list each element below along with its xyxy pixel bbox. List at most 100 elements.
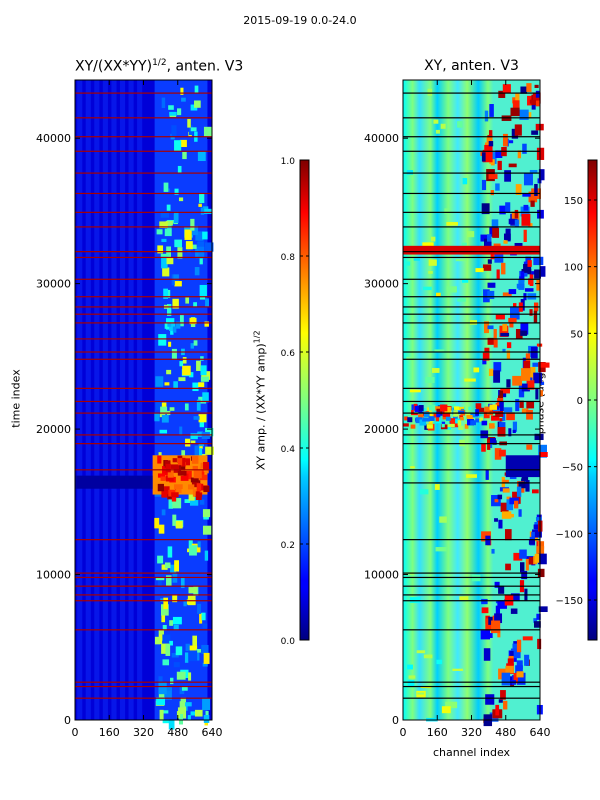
amplitude-cell: [195, 246, 205, 259]
amplitude-cell: [158, 676, 163, 682]
phase-cell: [513, 303, 517, 307]
amplitude-cell: [164, 562, 171, 569]
amplitude-cell: [159, 709, 164, 720]
phase-cell: [457, 121, 463, 128]
phase-cell: [494, 448, 502, 460]
amplitude-cell: [188, 587, 198, 594]
phase-cell: [493, 362, 502, 372]
noisy-cell: [465, 405, 469, 413]
phase-cell: [510, 648, 521, 659]
amplitude-cell: [179, 139, 187, 148]
phase-cell: [538, 169, 545, 181]
x-tick-label: 320: [133, 726, 154, 739]
flagged-row: [403, 482, 540, 484]
y-tick-label: 0: [392, 714, 399, 727]
amplitude-cell: [165, 475, 174, 482]
phase-cell: [498, 699, 503, 703]
phase-cell: [514, 124, 522, 136]
amplitude-cell: [198, 203, 202, 207]
phase-cell: [458, 425, 464, 430]
phase-cell: [494, 253, 504, 263]
flagged-row: [403, 226, 540, 228]
amplitude-cell: [161, 643, 170, 654]
amplitude-cell: [198, 443, 204, 447]
phase-cell: [436, 292, 441, 298]
amplitude-cell: [181, 686, 188, 691]
phase-cell: [539, 266, 546, 277]
phase-cell: [535, 100, 541, 107]
flagged-row: [403, 117, 540, 119]
amplitude-cell: [201, 612, 206, 621]
phase-cell: [515, 399, 520, 412]
phase-cell: [500, 388, 510, 394]
amplitude-cell: [164, 382, 170, 386]
amplitude-cell: [188, 484, 195, 490]
noisy-cell: [476, 407, 485, 413]
phase-cell: [494, 581, 500, 588]
amplitude-cell: [194, 445, 202, 456]
phase-cell: [466, 474, 477, 478]
amplitude-cell: [182, 365, 191, 376]
phase-cell: [481, 179, 487, 191]
amplitude-cell: [194, 100, 201, 108]
phase-cell: [409, 597, 421, 603]
phase-cell: [496, 269, 500, 279]
phase-cell: [484, 144, 493, 154]
amplitude-cell: [162, 624, 167, 631]
phase-cell: [521, 570, 528, 580]
amplitude-cell: [175, 646, 183, 656]
phase-cell: [539, 381, 545, 385]
amplitude-cell: [161, 97, 166, 109]
amplitude-cell: [199, 258, 203, 265]
amplitude-cell: [172, 594, 178, 603]
amplitude-cell: [168, 341, 172, 347]
amplitude-cell: [203, 126, 213, 137]
phase-cell: [519, 549, 527, 559]
amplitude-cell: [185, 458, 190, 466]
phase-cell: [433, 119, 439, 124]
panel-amplitude-heatmap: [74, 79, 214, 730]
flagged-row: [75, 351, 212, 353]
phase-cell: [500, 690, 506, 700]
flagged-row: [75, 400, 212, 403]
amplitude-cell: [204, 550, 209, 561]
phase-cell: [516, 283, 525, 289]
flagged-row: [75, 576, 212, 579]
noisy-cell: [489, 423, 495, 429]
amplitude-cell: [205, 298, 210, 308]
amplitude-cell: [184, 403, 189, 411]
amplitude-cell: [189, 317, 197, 325]
amplitude-cell: [157, 555, 164, 564]
amplitude-cell: [197, 241, 205, 251]
phase-cell: [439, 516, 447, 523]
amplitude-cell: [196, 360, 201, 371]
noisy-cell: [447, 423, 455, 428]
flagged-row: [403, 92, 540, 94]
phase-cell: [434, 484, 440, 490]
flagged-row: [403, 278, 540, 280]
amplitude-cell: [161, 564, 168, 570]
phase-cell: [527, 380, 535, 390]
amplitude-cell: [164, 228, 172, 237]
phase-cell: [431, 368, 440, 373]
flagged-row: [75, 600, 212, 602]
amplitude-cell: [180, 87, 184, 95]
amplitude-cell: [157, 483, 164, 492]
phase-cell: [423, 654, 433, 659]
phase-cell: [537, 638, 542, 650]
flagged-row: [75, 387, 212, 389]
phase-cell: [530, 200, 535, 207]
flagged-row: [403, 338, 540, 340]
phase-cell: [537, 541, 545, 549]
amplitude-cell: [190, 440, 196, 444]
flagged-row: [75, 278, 212, 280]
flagged-row: [75, 685, 212, 688]
phase-cell: [430, 236, 436, 242]
amplitude-cell: [178, 377, 186, 382]
phase-cell: [517, 150, 522, 159]
phase-cell: [504, 529, 512, 541]
phase-cell: [406, 261, 411, 266]
flagged-row: [75, 585, 212, 587]
amplitude-cell: [174, 560, 180, 572]
amplitude-cell: [158, 524, 165, 534]
